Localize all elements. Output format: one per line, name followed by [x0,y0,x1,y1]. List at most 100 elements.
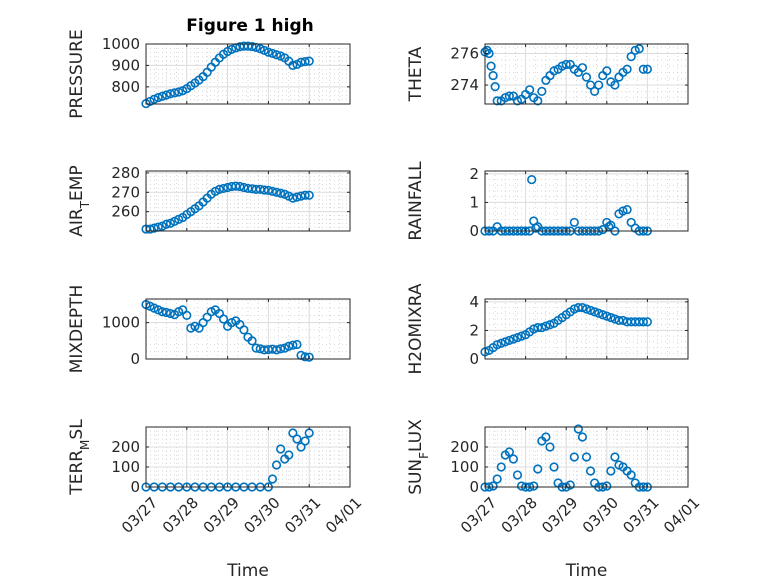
panel-mixdepth-data-point [165,308,176,319]
panel-rainfall-data-point [618,206,628,216]
panel-pressure: 800 900 1000 PRESSURE [67,29,351,119]
panel-pressure-data-point [169,88,180,98]
panel-air-temp-data-point [288,193,298,203]
panel-h2omixra-data-point [516,331,527,341]
panel-terr-msl-data-point [300,436,310,446]
panel-sun-flux-data-point [626,470,636,480]
panel-h2omixra: 0 2 4 H2OMIXRA [406,283,689,375]
panel-mixdepth: 0 1000 MIXDEPTH [67,285,351,374]
panel-mixdepth-data-point [157,307,167,317]
panel-h2omixra-y-tick-label: 4 [469,293,479,311]
panel-sun-flux-data-point [606,466,616,476]
panel-theta-data-point [492,96,502,106]
panel-terr-msl-x-axis-label: Time [226,561,269,581]
panel-rainfall-y-axis-label: RAINFALL [406,161,426,241]
panel-terr-msl-y-tick-label: 0 [130,478,140,496]
panel-rainfall-data-point [527,174,537,185]
panel-h2omixra-data-point [590,307,600,317]
panel-pressure-data-point [161,90,171,100]
panel-h2omixra-data-point [642,317,653,327]
panel-mixdepth-data-point [218,314,229,324]
panel-rainfall: 0 1 2 RAINFALL [406,161,689,241]
panel-mixdepth-y-axis-label: MIXDEPTH [67,285,87,374]
panel-sun-flux-data-point [529,481,539,491]
panel-pressure-data-point [304,56,314,66]
panel-mixdepth-data-point [239,325,249,335]
panel-theta-data-point [581,72,592,82]
panel-pressure-data-point [271,50,282,60]
panel-theta-data-point [549,66,559,76]
panel-theta-data-point [525,85,535,95]
panel-sun-flux-data-point [610,452,620,462]
panel-terr-msl-data-point [267,474,278,484]
panel-sun-flux-data-point [573,424,583,434]
panel-theta-axes-frame [484,43,689,105]
panel-sun-flux-data-point [533,464,543,474]
panel-mixdepth-data-point [304,352,314,362]
panel-mixdepth-data-point [251,343,261,353]
panel-theta-data-point [561,59,571,70]
panel-sun-flux-y-tick-label: 200 [450,438,479,456]
panel-pressure-data-point [174,87,184,97]
panel-theta-data-point [590,86,600,96]
panel-h2omixra-data-point [496,338,506,348]
panel-sun-flux-data-point [508,454,519,464]
panel-h2omixra-data-point [577,302,588,313]
panel-theta-data-point [630,45,640,55]
panel-mixdepth-data-point [161,307,171,318]
panel-theta-y-tick-label: 276 [450,44,479,62]
panel-h2omixra-data-point [638,317,648,327]
panel-h2omixra-y-axis-label: H2OMIXRA [406,283,426,374]
panel-h2omixra-data-point [500,337,510,347]
panel-sun-flux-data-point [512,470,523,480]
panel-air-temp-y-tick-label: 260 [111,203,140,221]
panel-air-temp-data-point [235,181,245,192]
panel-sun-flux-y-axis-label: SUNFLUX [406,419,431,495]
panel-air-temp-data-point [300,190,310,200]
panel-sun-flux-data-point [545,442,555,452]
panel-air-temp-data-point [271,187,282,197]
panel-theta-y-axis-label: THETA [406,46,426,102]
panel-pressure-y-tick-label: 1000 [102,35,140,53]
panel-theta: 274 276 THETA [406,43,689,106]
panel-theta-data-point [512,96,523,106]
panel-pressure-data-point [288,60,298,71]
panel-pressure-data-point [267,48,278,59]
panel-pressure-y-tick-label: 800 [111,78,140,96]
panel-rainfall-y-tick-label: 2 [469,165,479,183]
panel-sun-flux-x-axis-label: Time [565,561,608,581]
panel-mixdepth-data-point [247,336,257,346]
panel-sun-flux-data-point [602,481,612,491]
panel-air-temp-y-tick-label: 280 [111,164,140,182]
panel-mixdepth-axes-frame [145,298,351,360]
panel-rainfall-data-point [569,217,579,228]
panel-sun-flux-data-point [549,462,559,472]
figure-title: Figure 1 high [186,16,314,36]
panel-theta-data-point [490,82,500,92]
panel-theta-data-point [533,96,543,106]
panel-air-temp-y-axis-label: AIRTEMP [67,165,92,236]
panel-rainfall-data-point [622,204,632,215]
panel-theta-data-point [622,64,632,74]
panel-h2omixra-data-point [492,340,502,350]
panel-h2omixra-y-tick-label: 0 [469,350,479,368]
panel-air-temp-data-point [161,219,171,229]
panel-pressure-y-tick-label: 900 [111,56,140,74]
panel-theta-data-point [610,80,620,90]
panel-rainfall-axes-frame [484,170,689,232]
panel-air-temp-data-point [218,183,229,194]
panel-terr-msl-data-point [296,442,306,452]
panel-sun-flux-axes-frame [484,426,689,488]
panel-sun-flux-data-point [496,462,506,472]
panel-h2omixra-data-point [508,334,519,344]
panel-terr-msl-y-tick-label: 200 [111,438,140,456]
panel-theta-data-point [488,70,498,81]
panel-air-temp-data-point [214,184,225,194]
panel-h2omixra-data-point [537,322,547,333]
panel-sun-flux-data-point [541,432,551,442]
panel-h2omixra-data-point [598,310,608,320]
panel-h2omixra-data-point [594,308,604,318]
panel-theta-data-point [504,91,514,101]
